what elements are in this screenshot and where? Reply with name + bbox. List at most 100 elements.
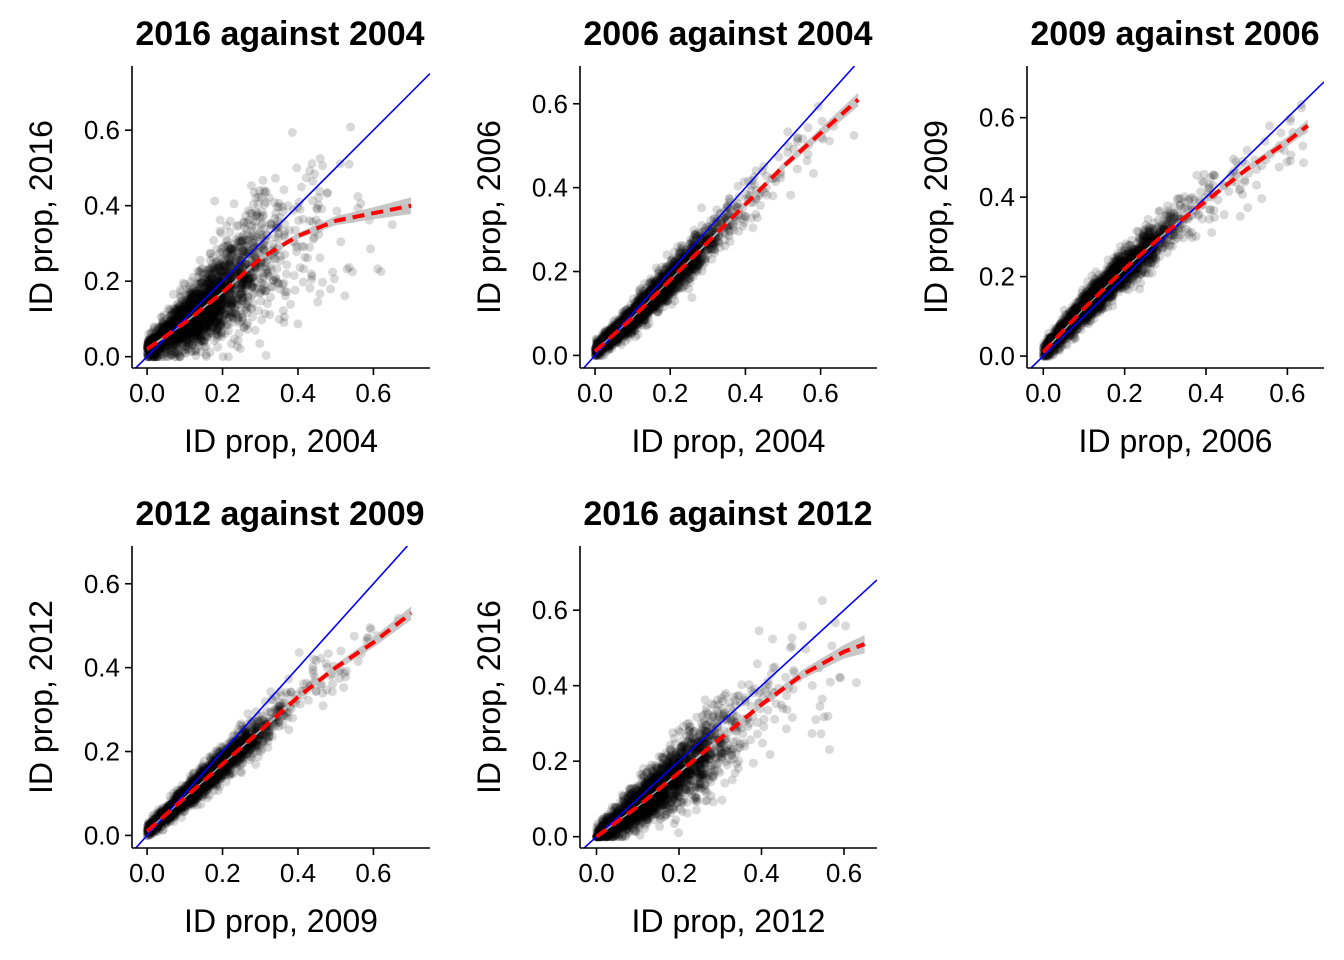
scatter-point <box>236 287 246 297</box>
scatter-point <box>202 273 212 283</box>
y-tick-label: 0.6 <box>84 115 120 145</box>
scatter-point <box>238 295 248 305</box>
scatter-point <box>205 263 215 273</box>
scatter-point <box>235 290 245 300</box>
scatter-point <box>249 187 259 197</box>
scatter-point <box>257 207 267 217</box>
scatter-point <box>258 175 268 185</box>
scatter-point <box>197 290 207 300</box>
scatter-point <box>184 339 194 348</box>
scatter-point <box>145 335 155 345</box>
scatter-point <box>171 339 181 349</box>
scatter-point <box>186 325 196 335</box>
scatter-point <box>183 291 193 300</box>
scatter-point <box>158 344 167 354</box>
scatter-point <box>221 303 231 313</box>
scatter-point <box>275 256 285 265</box>
scatter-point <box>146 334 156 343</box>
scatter-point <box>261 350 271 360</box>
scatter-point <box>229 334 239 344</box>
scatter-point <box>243 296 253 306</box>
scatter-point <box>226 261 235 271</box>
scatter-point <box>224 295 234 305</box>
scatter-point <box>231 285 241 295</box>
scatter-point <box>298 214 308 224</box>
scatter-point <box>196 318 205 328</box>
scatter-point <box>206 281 216 291</box>
scatter-point <box>235 265 244 275</box>
scatter-point <box>172 332 182 342</box>
scatter-point <box>206 282 216 292</box>
scatter-point <box>182 325 192 335</box>
scatter-point <box>158 327 168 337</box>
scatter-point <box>293 319 303 329</box>
scatter-point <box>182 310 192 320</box>
scatter-point <box>194 337 204 347</box>
scatter-point <box>151 332 161 342</box>
scatter-point <box>194 286 204 296</box>
scatter-point <box>181 311 190 321</box>
scatter-point <box>216 270 226 280</box>
scatter-point <box>154 330 164 339</box>
scatter-point <box>219 295 229 305</box>
y-tick-label: 0.4 <box>84 191 120 221</box>
scatter-point <box>170 322 179 332</box>
scatter-point <box>218 262 228 272</box>
scatter-point <box>252 208 262 218</box>
scatter-point <box>178 346 188 356</box>
scatter-point <box>238 284 248 294</box>
scatter-point <box>255 274 265 284</box>
scatter-point <box>213 272 223 282</box>
scatter-point <box>181 337 190 346</box>
scatter-point <box>259 280 269 290</box>
scatter-point <box>188 333 198 343</box>
scatter-point <box>204 311 214 321</box>
scatter-point <box>253 200 263 209</box>
scatter-point <box>237 309 247 319</box>
scatter-point <box>205 310 215 320</box>
scatter-point <box>171 335 181 345</box>
scatter-point <box>184 298 194 308</box>
scatter-point <box>236 288 245 298</box>
scatter-point <box>196 320 206 330</box>
scatter-point <box>272 277 282 287</box>
scatter-point <box>193 315 203 325</box>
scatter-point <box>169 348 179 358</box>
scatter-point <box>267 265 277 275</box>
scatter-point <box>226 311 236 320</box>
scatter-point <box>211 330 221 340</box>
scatter-point <box>185 325 195 335</box>
scatter-point <box>244 273 254 283</box>
scatter-point <box>256 296 266 306</box>
scatter-point <box>177 331 187 340</box>
scatter-point <box>143 352 153 362</box>
scatter-point <box>204 320 214 330</box>
scatter-point <box>184 303 194 313</box>
scatter-point <box>171 335 181 345</box>
scatter-point <box>217 329 226 339</box>
scatter-point <box>166 350 176 360</box>
scatter-point <box>233 300 243 310</box>
scatter-point <box>203 288 213 298</box>
scatter-point <box>228 307 238 317</box>
scatter-point <box>185 300 195 310</box>
scatter-point <box>294 216 304 225</box>
scatter-point <box>222 266 232 276</box>
scatter-point <box>165 312 175 322</box>
scatter-point <box>210 317 220 327</box>
scatter-point <box>186 327 196 337</box>
scatter-point <box>179 306 189 316</box>
scatter-point <box>201 284 211 294</box>
scatter-point <box>189 303 199 312</box>
scatter-point <box>175 310 185 320</box>
scatter-point <box>156 344 166 354</box>
scatter-point <box>204 279 213 288</box>
scatter-point <box>214 309 224 319</box>
scatter-point <box>207 309 217 319</box>
scatter-point <box>175 301 185 311</box>
scatter-point <box>242 299 251 309</box>
scatter-point <box>219 277 229 287</box>
scatter-point <box>160 324 170 334</box>
scatter-point <box>201 320 211 330</box>
scatter-point <box>156 321 166 331</box>
